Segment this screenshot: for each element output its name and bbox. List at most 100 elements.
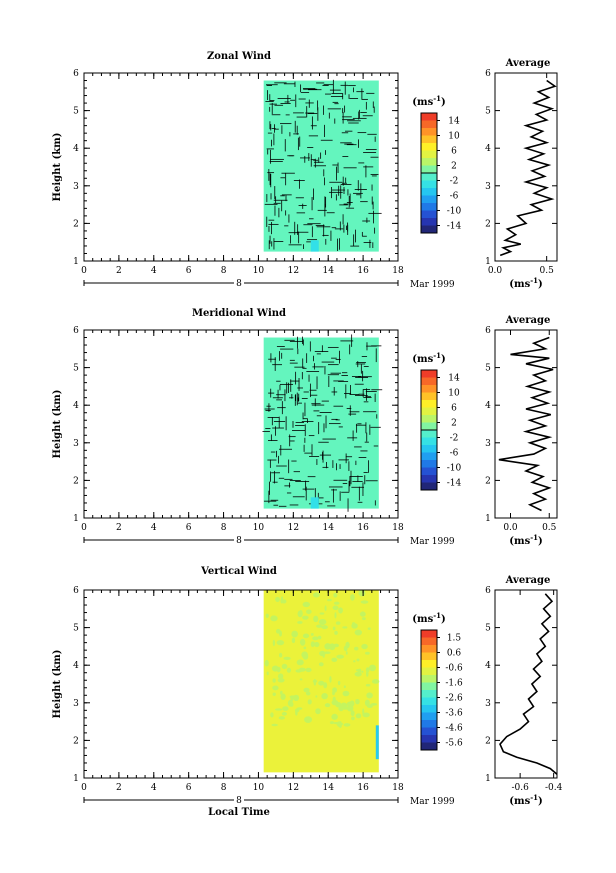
y-tick-label: 6 [73,326,79,336]
colorbar-segment [421,630,437,638]
colorbar-tick-label: 10 [448,132,460,142]
colorbar-tick-label: -10 [447,464,462,474]
x-tick-label: 4 [151,523,157,533]
colorbar-segment [421,188,437,196]
y-tick-label: 4 [73,401,79,411]
y-axis-label: Height (km) [52,390,63,459]
x-tick-label: 2 [116,266,122,276]
x-axis: 0 2 4 6 8 10 12 14 16 18 [81,73,404,276]
date-label: 8 [236,279,242,289]
x-tick-label: 12 [288,266,299,276]
y-tick-label: 3 [73,699,79,709]
y-tick-label: 5 [73,624,79,634]
x-tick-label: 18 [392,266,404,276]
x-tick-label: 0 [81,783,87,793]
colorbar-segment [421,660,437,668]
y-tick-label: 2 [73,476,79,486]
colorbar-segment [421,422,437,431]
colorbar-segment [421,727,437,736]
y-tick-label: 4 [73,144,79,154]
colorbar-segment [421,742,437,751]
date-bar: 8 Mar 1999 [83,277,455,290]
colorbar-unit: (ms-1) [412,94,445,108]
x-axis: 0 2 4 6 8 10 12 14 16 18 [81,330,404,533]
colorbar-segment [421,120,437,129]
colorbar-tick-label: -1.6 [445,679,463,689]
colorbar-segment [421,180,437,189]
y-tick-label: 6 [73,586,79,596]
colorbar-tick-label: 2 [451,162,457,172]
x-tick-label: 18 [392,783,404,793]
x-tick-label: 8 [221,523,227,533]
date-suffix: Mar 1999 [410,537,455,547]
low-value-patch [310,240,319,252]
colorbar-tick-label: 2 [451,419,457,429]
colorbar-tick-label: -0.6 [445,664,463,674]
colorbar-tick-label: -14 [447,479,462,489]
colorbar-segment [421,135,437,144]
colorbar-segment [421,445,437,453]
colorbar-segment [421,218,437,226]
colorbar-unit: (ms-1) [412,611,445,625]
average-profile-line [499,593,558,775]
x-tick-label: 4 [151,783,157,793]
panel-title: Zonal Wind [207,51,271,62]
average-y-tick-label: 2 [485,736,491,746]
colorbar-segment [421,143,437,151]
colorbar-tick-label: 6 [451,404,457,414]
colorbar-segment [421,400,437,408]
y-axis: 1 2 3 4 5 6 [73,326,398,524]
y-axis: 1 2 3 4 5 6 [73,586,398,784]
colorbar-segment [421,158,437,166]
average-x-label: (ms-1) [509,793,542,807]
colorbar-frame [420,629,438,751]
average-x-label: (ms-1) [509,533,542,547]
colorbar-segment [421,113,437,121]
x-tick-label: 2 [116,783,122,793]
contour-marks [262,334,383,512]
colorbar-tick-label: 14 [448,117,460,127]
y-tick-label: 2 [73,219,79,229]
colorbar-segment [421,392,437,401]
x-tick-label: 18 [392,523,404,533]
colorbar-segment [421,637,437,646]
colorbar-segment [421,150,437,159]
average-y-tick-label: 5 [485,364,491,374]
y-tick-label: 3 [73,182,79,192]
data-field [263,337,379,509]
colorbar-segment [421,128,437,136]
x-tick-label: 0 [81,266,87,276]
colorbar-segment [421,165,437,174]
colorbar-segment [421,467,437,476]
x-tick-label: 10 [253,266,265,276]
date-bar: 8 Mar 1999 [83,534,455,547]
colorbar-segment [421,370,437,378]
x-tick-label: 8 [221,266,227,276]
colorbar-segment [421,645,437,653]
x-tick-label: 14 [322,523,334,533]
y-tick-label: 5 [73,107,79,117]
x-tick-label: 16 [357,523,369,533]
average-title: Average [505,575,551,586]
colorbar-segment [421,652,437,661]
colorbar-tick-label: 10 [448,389,460,399]
colorbar-segment [421,225,437,234]
x-tick-label: 12 [288,783,299,793]
y-tick-label: 1 [73,257,79,267]
colorbar-tick-label: -5.6 [445,739,463,749]
x-tick-label: 10 [253,523,265,533]
date-suffix: Mar 1999 [410,797,455,807]
average-panel: Average 1 2 3 4 5 6 -0.6 -0.4(ms-1) [485,575,562,807]
colorbar-tick-label: -4.6 [445,724,463,734]
colorbar-tick-label: -2 [450,434,459,444]
edge-patch [375,725,379,760]
average-y-tick-label: 6 [485,586,491,596]
date-suffix: Mar 1999 [410,280,455,290]
x-tick-label: 0 [81,523,87,533]
x-tick-label: 14 [322,266,334,276]
average-x-tick-label: -0.4 [545,783,563,793]
average-y-tick-label: 5 [485,107,491,117]
colorbar-segment [421,460,437,468]
colorbar-segment [421,407,437,416]
